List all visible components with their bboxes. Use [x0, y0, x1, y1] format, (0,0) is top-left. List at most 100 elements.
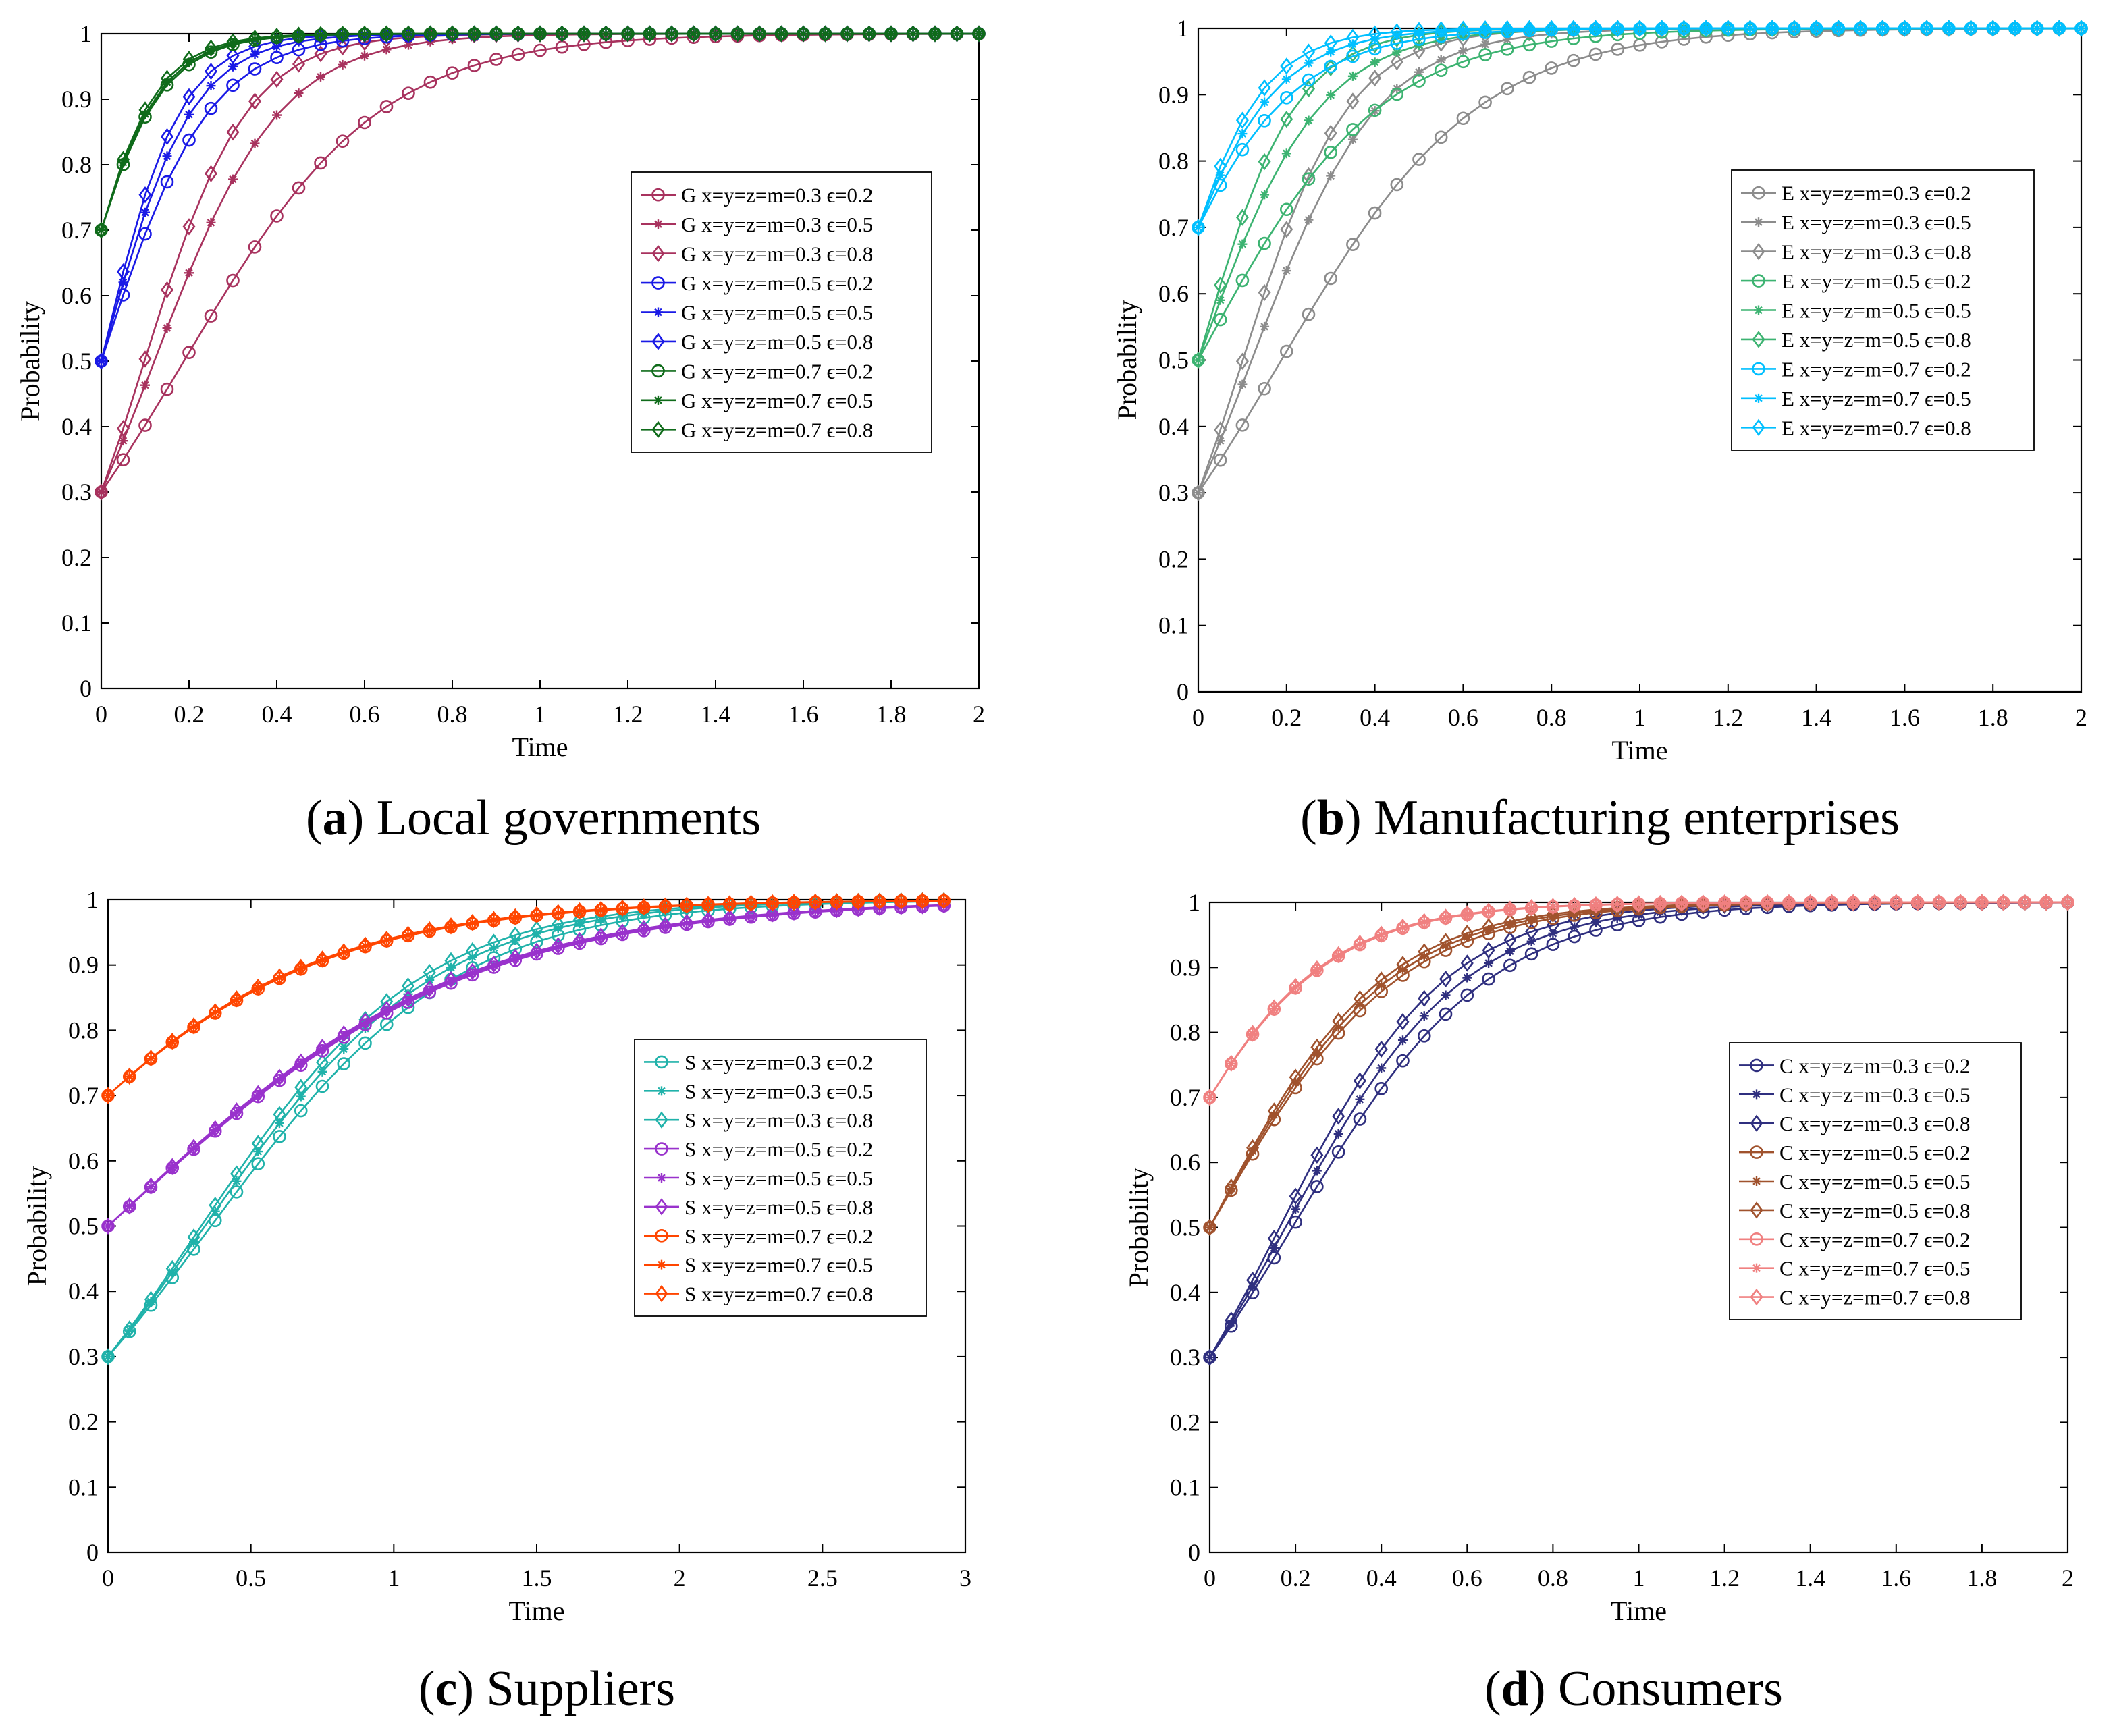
data-point	[1392, 30, 1402, 40]
data-point	[508, 926, 522, 944]
data-point	[1346, 238, 1360, 251]
data-point	[596, 932, 606, 942]
legend-marker	[657, 1259, 666, 1270]
data-point	[1526, 915, 1536, 925]
data-point	[251, 1085, 265, 1102]
legend-entry: S x=y=z=m=0.7 ϵ=0.2	[644, 1224, 873, 1248]
data-point	[766, 905, 779, 923]
data-point	[1374, 1082, 1388, 1095]
data-point	[1225, 1054, 1238, 1072]
data-point	[1632, 895, 1645, 913]
data-point	[296, 1058, 306, 1068]
data-point	[680, 914, 693, 931]
data-point	[226, 273, 240, 288]
legend-label: G x=y=z=m=0.5 ϵ=0.2	[681, 271, 873, 295]
legend-label: C x=y=z=m=0.3 ϵ=0.2	[1779, 1054, 1971, 1077]
data-point	[884, 25, 898, 43]
data-point	[1804, 894, 1817, 911]
series-line	[1208, 901, 2068, 1098]
data-point	[296, 1091, 306, 1102]
legend-marker	[657, 1173, 666, 1183]
legend-label: G x=y=z=m=0.3 ϵ=0.8	[681, 242, 873, 266]
data-point	[1412, 74, 1426, 88]
data-point	[270, 51, 284, 64]
x-tick-label: 1.4	[1795, 1565, 1825, 1592]
data-point	[187, 1017, 200, 1035]
data-point	[1346, 28, 1360, 47]
data-point	[423, 921, 436, 939]
data-point	[1414, 28, 1424, 38]
y-tick-label: 0.7	[1170, 1084, 1200, 1111]
series-d-8	[1203, 894, 2074, 1106]
legend-label: C x=y=z=m=0.5 ϵ=0.2	[1779, 1141, 1971, 1164]
data-point	[701, 896, 715, 913]
data-point	[1213, 313, 1227, 327]
data-point	[209, 1003, 222, 1021]
legend-entry: C x=y=z=m=0.5 ϵ=0.8	[1739, 1199, 1971, 1222]
data-point	[1524, 947, 1538, 961]
data-point	[1396, 956, 1410, 973]
data-point	[1611, 43, 1625, 56]
data-point	[2008, 20, 2022, 37]
data-point	[146, 1297, 156, 1307]
data-point	[360, 1018, 370, 1028]
data-point	[937, 892, 951, 910]
legend-marker	[655, 1228, 668, 1243]
data-point	[809, 893, 822, 911]
data-point	[251, 978, 265, 996]
data-point	[1326, 171, 1336, 181]
data-point	[204, 101, 218, 115]
data-point	[1525, 923, 1538, 941]
data-point	[1280, 202, 1293, 217]
data-point	[1269, 1110, 1279, 1120]
data-point	[1203, 1089, 1216, 1106]
data-point	[226, 124, 240, 141]
legend-entry: E x=y=z=m=0.3 ϵ=0.5	[1741, 211, 1971, 234]
legend-marker	[1754, 217, 1763, 227]
data-point	[314, 45, 327, 63]
data-point	[1501, 20, 1514, 38]
legend-label: G x=y=z=m=0.5 ϵ=0.5	[681, 301, 873, 325]
data-point	[379, 100, 394, 113]
legend-marker	[653, 307, 663, 317]
data-point	[616, 899, 629, 917]
data-point	[1370, 34, 1380, 44]
data-point	[1739, 894, 1752, 912]
data-point	[248, 62, 262, 76]
data-point	[487, 933, 500, 951]
legend-marker	[1750, 1288, 1763, 1306]
legend-label: C x=y=z=m=0.5 ϵ=0.5	[1779, 1170, 1971, 1193]
data-point	[907, 25, 919, 43]
data-point	[552, 915, 565, 933]
y-tick-label: 0.3	[68, 1343, 99, 1370]
y-tick-label: 0.2	[1170, 1409, 1200, 1436]
data-point	[140, 109, 150, 119]
legend-label: G x=y=z=m=0.3 ϵ=0.5	[681, 213, 873, 236]
x-tick-label: 1.6	[1881, 1565, 1911, 1592]
legend-marker	[1752, 418, 1765, 436]
legend-marker	[1752, 274, 1765, 288]
legend-label: S x=y=z=m=0.7 ϵ=0.2	[685, 1224, 873, 1248]
legend-marker	[651, 244, 665, 263]
data-point	[1289, 1187, 1302, 1205]
data-point	[204, 309, 218, 323]
x-tick-label: 2	[2062, 1565, 2074, 1592]
data-point	[446, 66, 459, 80]
data-point	[1997, 894, 2010, 911]
data-point	[187, 1139, 200, 1156]
x-tick-label: 1.2	[1713, 704, 1743, 731]
data-point	[251, 1135, 265, 1152]
data-point	[533, 25, 547, 43]
data-point	[1390, 23, 1403, 40]
data-point	[337, 943, 350, 960]
legend-marker	[1750, 1058, 1763, 1073]
y-tick-label: 0.9	[1170, 954, 1200, 981]
x-tick-label: 0.4	[262, 701, 292, 728]
data-point	[117, 263, 130, 281]
data-point	[381, 1006, 392, 1016]
data-point	[1460, 925, 1474, 942]
data-point	[1412, 153, 1426, 166]
data-point	[228, 174, 238, 184]
data-point	[95, 221, 108, 239]
data-point	[1396, 918, 1410, 936]
